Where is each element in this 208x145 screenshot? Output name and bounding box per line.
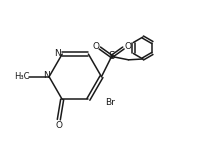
Text: O: O bbox=[55, 121, 62, 130]
Text: N: N bbox=[54, 49, 61, 58]
Text: N: N bbox=[43, 71, 50, 80]
Text: O: O bbox=[124, 42, 131, 51]
Text: O: O bbox=[92, 42, 99, 51]
Text: Br: Br bbox=[105, 98, 115, 107]
Text: S: S bbox=[109, 51, 115, 61]
Text: H₃C: H₃C bbox=[14, 72, 30, 81]
